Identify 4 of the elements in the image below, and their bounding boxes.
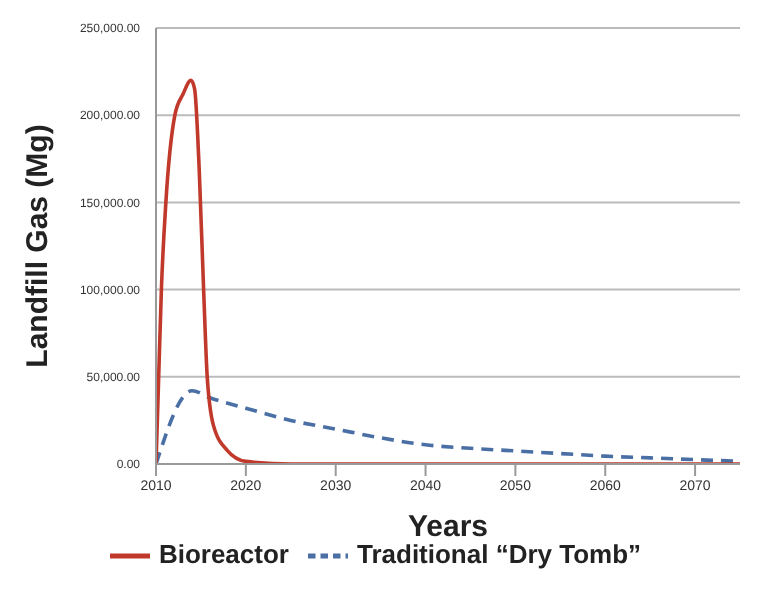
y-axis-title: Landfill Gas (Mg) — [20, 124, 55, 368]
x-axis-title: Years — [407, 510, 489, 544]
legend-label: Traditional “Dry Tomb” — [356, 538, 642, 569]
legend-label: Bioreactor — [158, 538, 289, 569]
